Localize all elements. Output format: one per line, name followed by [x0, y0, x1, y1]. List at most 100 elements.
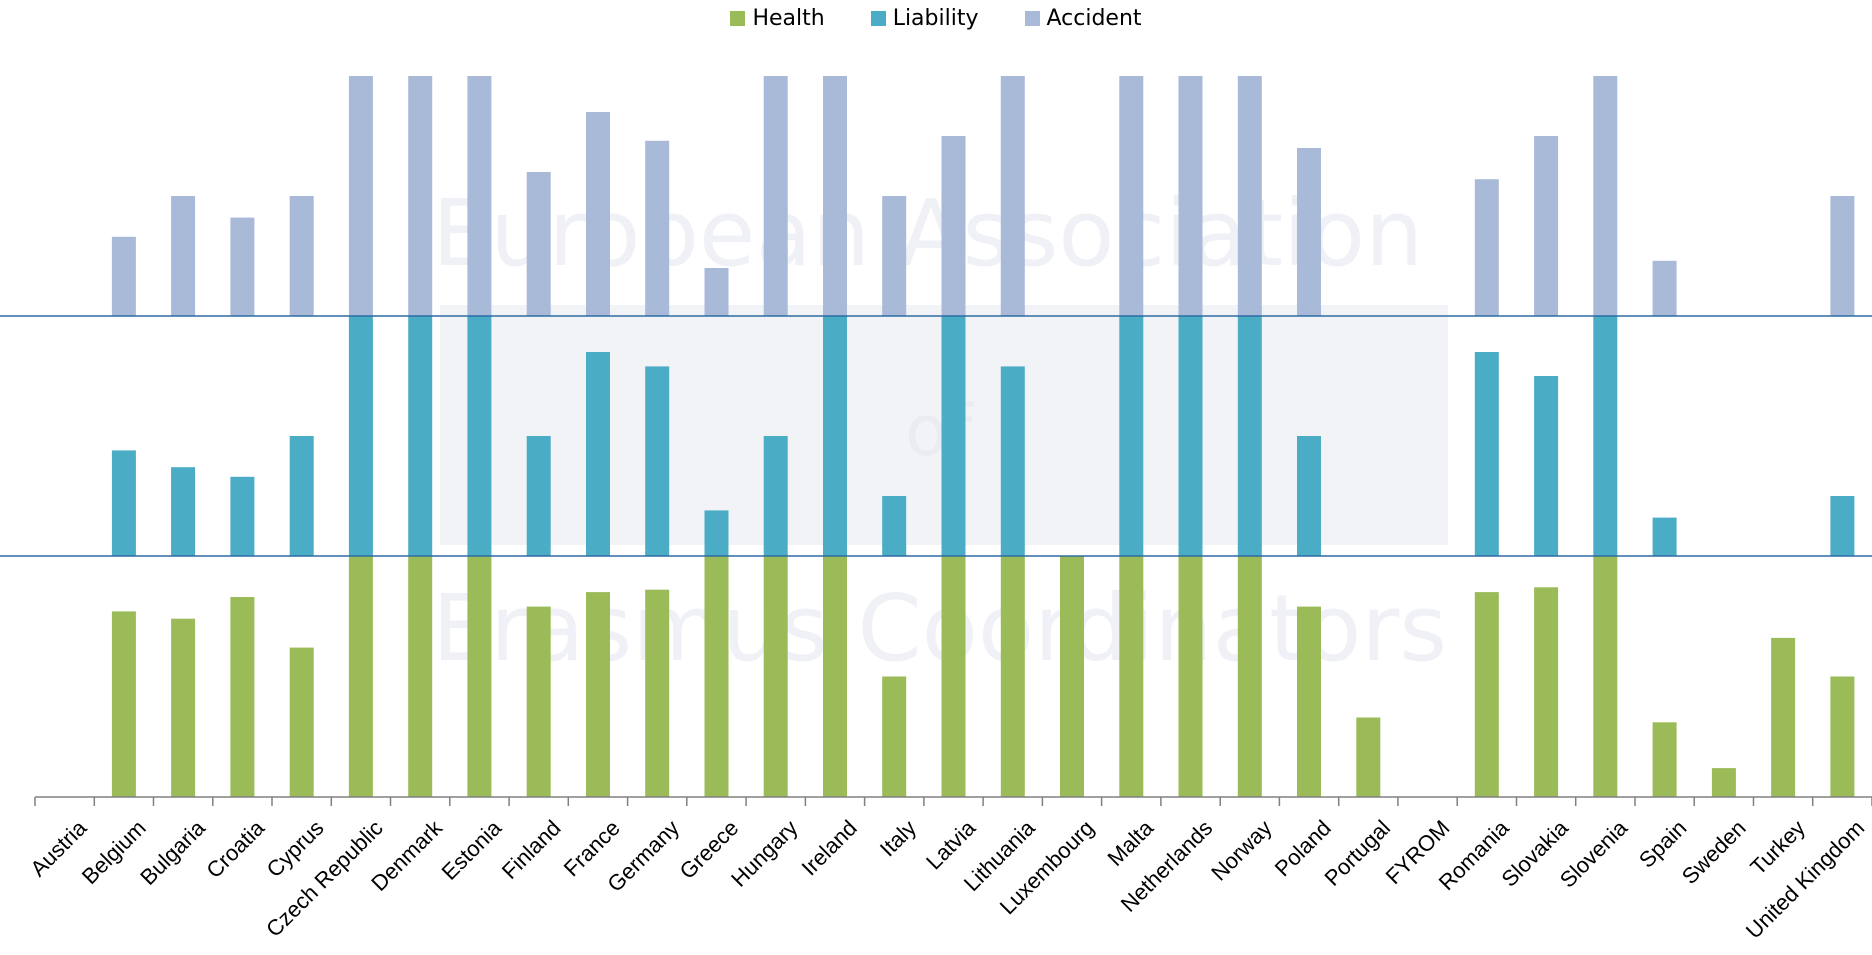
x-tick-label: Croatia [201, 815, 269, 883]
bar-accident-italy [882, 196, 907, 316]
bar-liability-malta [1119, 316, 1144, 556]
bar-accident-united-kingdom [1830, 196, 1855, 316]
bar-accident-romania [1474, 179, 1499, 316]
bar-health-sweden [1711, 768, 1736, 797]
bar-liability-greece [704, 510, 729, 556]
watermark: European Association of Erasmus Coordina… [432, 180, 1448, 682]
legend-label-health: Health [752, 6, 825, 31]
bar-liability-estonia [467, 316, 492, 556]
bars-layer [111, 76, 1855, 797]
bar-accident-czech-republic [348, 76, 373, 316]
bar-liability-belgium [111, 450, 136, 556]
legend-swatch-health [730, 11, 746, 26]
bar-health-norway [1237, 556, 1262, 797]
legend-item-liability[interactable]: Liability [870, 6, 979, 31]
bar-liability-finland [526, 436, 551, 556]
bar-accident-poland [1297, 148, 1321, 316]
x-tick-label: Portugal [1320, 815, 1396, 891]
bar-health-slovenia [1593, 556, 1618, 797]
bar-health-ireland [823, 556, 847, 797]
legend-item-health[interactable]: Health [730, 6, 825, 31]
bar-liability-latvia [941, 316, 966, 556]
x-tick-label: Malta [1102, 815, 1158, 871]
bar-accident-belgium [111, 236, 136, 316]
bar-accident-hungary [763, 76, 788, 316]
bar-health-hungary [763, 556, 788, 797]
x-tick-label: Slovenia [1555, 815, 1633, 893]
legend: Health Liability Accident [0, 6, 1872, 31]
legend-label-accident: Accident [1046, 6, 1142, 31]
bar-liability-poland [1297, 436, 1321, 556]
x-tick-label: Estonia [437, 815, 507, 885]
bar-accident-croatia [230, 217, 255, 316]
legend-item-accident[interactable]: Accident [1024, 6, 1142, 31]
bar-liability-bulgaria [171, 467, 196, 556]
bar-health-italy [882, 676, 907, 797]
bar-accident-latvia [941, 136, 966, 316]
bar-accident-spain [1652, 260, 1677, 316]
bar-liability-norway [1237, 316, 1262, 556]
bar-health-france [586, 592, 610, 797]
bar-health-belgium [111, 611, 136, 797]
bar-health-cyprus [289, 647, 314, 797]
bar-accident-germany [645, 140, 670, 316]
x-tick-label: Norway [1206, 815, 1276, 885]
bar-liability-czech-republic [348, 316, 373, 556]
bar-health-greece [704, 556, 729, 797]
watermark-text-line3: Erasmus Coordinators [432, 575, 1447, 682]
bar-health-poland [1297, 606, 1321, 797]
x-tick-label: Finland [497, 815, 566, 884]
bar-accident-estonia [467, 76, 492, 316]
bar-liability-spain [1652, 517, 1677, 556]
bar-accident-france [586, 112, 610, 316]
bar-accident-norway [1237, 76, 1262, 316]
legend-label-liability: Liability [892, 6, 979, 31]
bar-health-united-kingdom [1830, 676, 1855, 797]
bar-health-turkey [1771, 637, 1796, 797]
bar-health-estonia [467, 556, 492, 797]
bar-health-latvia [941, 556, 966, 797]
legend-swatch-liability [870, 11, 886, 26]
bar-health-czech-republic [348, 556, 373, 797]
bar-health-finland [526, 606, 551, 797]
bar-liability-united-kingdom [1830, 496, 1855, 556]
bar-liability-slovakia [1534, 376, 1559, 556]
bar-health-portugal [1356, 717, 1381, 797]
bar-health-denmark [408, 556, 433, 797]
bar-liability-netherlands [1178, 316, 1203, 556]
bar-health-lithuania [1000, 556, 1025, 797]
bar-health-germany [645, 589, 670, 797]
bar-health-luxembourg [1060, 556, 1084, 797]
watermark-text-line1: European Association [432, 180, 1423, 287]
bar-accident-malta [1119, 76, 1144, 316]
bar-accident-denmark [408, 76, 433, 316]
bar-liability-france [586, 352, 610, 556]
x-tick-label: Bulgaria [135, 815, 210, 890]
legend-swatch-accident [1024, 11, 1040, 26]
bar-liability-cyprus [289, 436, 314, 556]
bar-accident-lithuania [1000, 76, 1025, 316]
bar-liability-croatia [230, 476, 255, 556]
bar-accident-bulgaria [171, 196, 196, 316]
bar-health-netherlands [1178, 556, 1203, 797]
bar-accident-slovakia [1534, 136, 1559, 316]
bar-health-spain [1652, 722, 1677, 797]
bar-liability-denmark [408, 316, 433, 556]
bar-liability-lithuania [1000, 366, 1025, 556]
bar-liability-slovenia [1593, 316, 1618, 556]
bar-health-croatia [230, 597, 255, 797]
bar-accident-cyprus [289, 196, 314, 316]
bar-health-romania [1474, 592, 1499, 797]
x-axis-labels: AustriaBelgiumBulgariaCroatiaCyprusCzech… [25, 814, 1869, 943]
panel-dividers [0, 315, 1872, 557]
x-tick-label: Hungary [726, 815, 802, 891]
bar-liability-ireland [823, 316, 847, 556]
x-tick-label: Italy [875, 815, 921, 861]
bar-health-malta [1119, 556, 1144, 797]
bar-health-bulgaria [171, 618, 196, 797]
bar-liability-germany [645, 366, 670, 556]
bar-liability-italy [882, 496, 907, 556]
x-tick-label: Ireland [797, 815, 862, 880]
bar-accident-greece [704, 268, 729, 316]
